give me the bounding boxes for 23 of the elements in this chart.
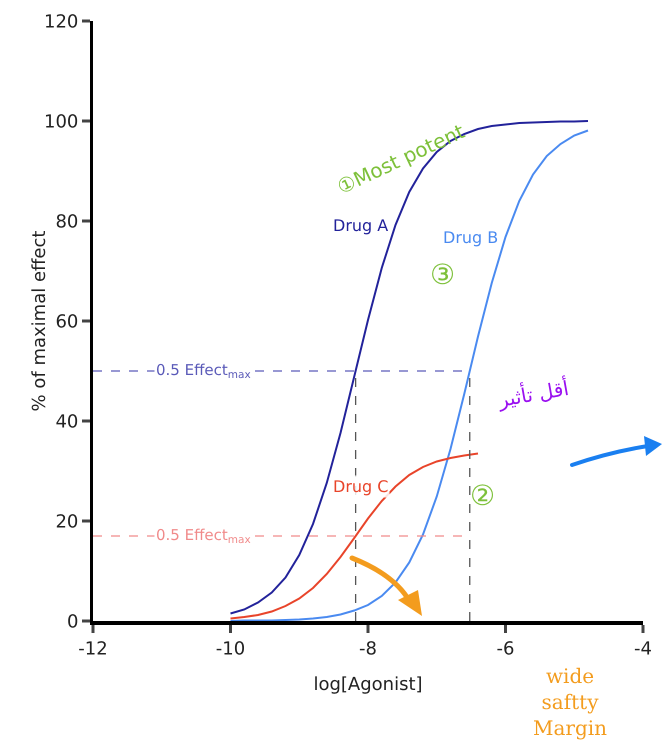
x-tick-label: -4 [634,638,652,660]
x-tick-label: -8 [359,638,377,660]
y-axis-title: % of maximal effect [29,230,50,412]
series-label: Drug B [443,228,498,247]
y-tick-label: 120 [44,11,78,32]
series-label: Drug C [333,477,388,496]
x-axis-title: log[Agonist] [313,674,423,696]
x-tick-label: -6 [496,638,514,660]
y-tick-label: 60 [55,311,78,332]
y-tick-label: 40 [55,411,78,432]
ref-line-label: 0.5 Effect$_{max}$ [156,526,251,546]
annotation: ③ [430,258,456,291]
y-tick-label: 0 [66,611,78,632]
series-label: Drug A [333,216,388,235]
ref-line-label: 0.5 Effect$_{max}$ [156,361,251,382]
y-tick-label: 20 [55,511,78,532]
y-tick-label: 100 [44,111,78,132]
annotation: أقل تأثير [495,374,571,412]
annotation: ② [470,479,496,512]
x-tick-label: -10 [216,638,246,660]
x-tick-label: -12 [78,638,108,660]
text: wide saftty Margin [533,664,608,740]
y-tick-label: 80 [55,211,78,232]
